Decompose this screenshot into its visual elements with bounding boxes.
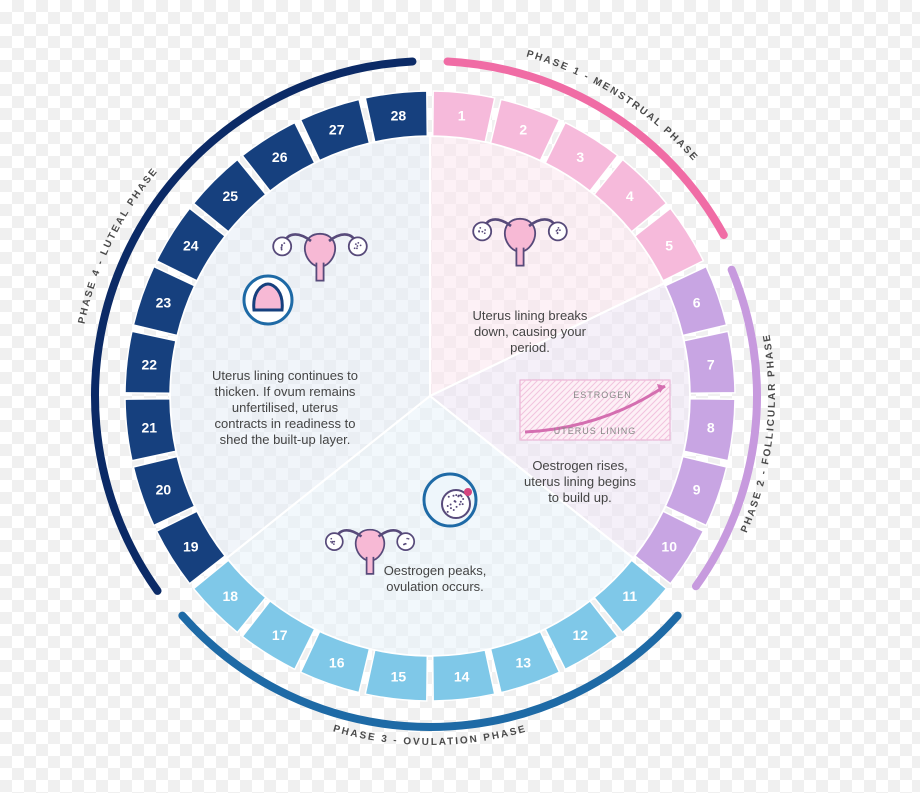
day-number-6: 6 xyxy=(693,295,701,311)
day-number-27: 27 xyxy=(329,121,345,137)
day-number-19: 19 xyxy=(183,538,199,554)
day-number-10: 10 xyxy=(661,538,677,554)
inset-label-estrogen: ESTROGEN xyxy=(573,390,632,400)
day-number-14: 14 xyxy=(454,669,470,685)
follicle-inset xyxy=(424,474,476,526)
phase-label-menstrual: PHASE 1 - MENSTRUAL PHASE xyxy=(525,49,700,165)
day-number-16: 16 xyxy=(329,655,345,671)
day-number-18: 18 xyxy=(222,588,238,604)
day-number-11: 11 xyxy=(622,588,637,604)
day-number-3: 3 xyxy=(576,149,584,165)
day-number-4: 4 xyxy=(626,188,634,204)
day-number-1: 1 xyxy=(458,107,466,123)
day-number-21: 21 xyxy=(141,420,157,436)
day-number-2: 2 xyxy=(519,121,527,137)
day-number-20: 20 xyxy=(156,481,172,497)
desc-luteal: Uterus lining continues tothicken. If ov… xyxy=(212,368,358,447)
day-number-23: 23 xyxy=(156,295,172,311)
day-number-15: 15 xyxy=(391,669,407,685)
day-number-26: 26 xyxy=(272,149,288,165)
day-number-8: 8 xyxy=(707,420,715,436)
day-number-12: 12 xyxy=(573,627,589,643)
inset-label-lining: UTERUS LINING xyxy=(554,426,637,436)
day-number-22: 22 xyxy=(141,356,157,372)
day-number-17: 17 xyxy=(272,627,288,643)
day-number-5: 5 xyxy=(665,238,673,254)
day-number-7: 7 xyxy=(707,356,715,372)
day-number-25: 25 xyxy=(222,188,238,204)
luteal-inset xyxy=(244,276,292,324)
day-number-13: 13 xyxy=(516,655,532,671)
desc-ovulation: Oestrogen peaks,ovulation occurs. xyxy=(384,563,487,594)
day-number-28: 28 xyxy=(391,107,407,123)
day-number-24: 24 xyxy=(183,238,199,254)
cycle-wheel: 1234567891011121314151617181920212223242… xyxy=(0,0,920,793)
day-number-9: 9 xyxy=(693,481,701,497)
